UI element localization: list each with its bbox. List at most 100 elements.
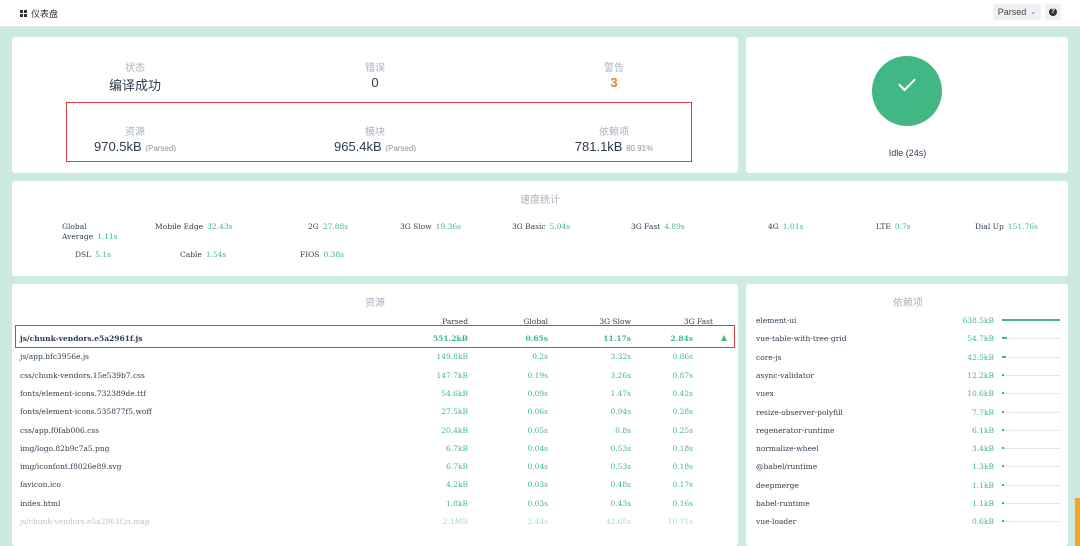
asset-row[interactable]: js/app.bfc3956e.js 149.8kB 0.2s 3.32s 0.86s	[20, 348, 720, 366]
asset-parsed: 149.8kB	[436, 352, 468, 362]
dependency-size-bar-track	[1002, 319, 1060, 321]
dependency-row[interactable]: async-validator 12.2kB	[756, 367, 1066, 385]
dependency-size-bar-track	[1002, 502, 1060, 504]
asset-parsed: 6.7kB	[446, 443, 468, 453]
speed-stat-item: Cable 1.54s	[180, 250, 226, 260]
dependency-row[interactable]: element-ui 638.5kB	[756, 312, 1066, 330]
speed-stat-value: 27.88s	[322, 222, 349, 231]
asset-name: fonts/element-icons.732389de.ttf	[20, 388, 146, 398]
dependency-size-bar	[1002, 355, 1006, 358]
status-card	[12, 37, 738, 173]
dependency-size-bar	[1002, 373, 1004, 376]
dependency-row[interactable]: vue-loader 0.6kB	[756, 513, 1066, 531]
dependency-size-bar-track	[1002, 337, 1060, 340]
chevron-down-icon: ⌄	[1030, 9, 1037, 16]
asset-slow: 0.94s	[610, 407, 631, 417]
assets-label: 资源	[125, 127, 145, 138]
scrollbar-thumb[interactable]	[1075, 498, 1080, 546]
modules-stat: 模块 965.4kB (Parsed)	[315, 123, 435, 154]
help-button[interactable]: ?	[1045, 4, 1061, 20]
speed-stat-value: 19.36s	[435, 222, 461, 231]
asset-name: img/iconfont.f8026e89.svg	[20, 462, 122, 472]
asset-name: fonts/element-icons.535877f5.woff	[20, 407, 152, 417]
asset-row[interactable]: img/logo.82b9c7a5.png 6.7kB 0.04s 0.53s 0.18…	[20, 440, 720, 458]
dependency-row[interactable]: core-js 42.5kB	[756, 349, 1066, 367]
asset-row[interactable]: js/chunk-vendors.e5a2961f.js.map 2.1MB 2.4…	[20, 513, 720, 531]
dependency-row[interactable]: regenerator-runtime 6.1kB	[756, 422, 1066, 440]
dependency-row[interactable]: babel-runtime 1.1kB	[756, 495, 1066, 513]
dependency-name: async-validator	[756, 370, 815, 380]
speed-stat-name: LTE	[876, 222, 891, 231]
asset-global: 0.2s	[532, 352, 548, 362]
dependency-row[interactable]: resize-observer-polyfill 7.7kB	[756, 404, 1066, 422]
dependency-row[interactable]: normalize-wheel 3.4kB	[756, 440, 1066, 458]
dependency-row[interactable]: vuex 10.6kB	[756, 385, 1066, 403]
dependency-name: babel-runtime	[756, 499, 810, 508]
speed-stat-item: LTE 0.7s	[876, 222, 911, 232]
asset-name: css/chunk-vendors.15e539b7.css	[20, 370, 145, 380]
asset-row[interactable]: css/app.f0fab006.css 20.4kB 0.05s 0.8s 0.25s	[20, 422, 720, 440]
warnings-value: 3	[610, 75, 618, 90]
asset-row[interactable]: index.html 1.8kB 0.03s 0.43s 0.16s	[20, 495, 720, 513]
dependency-size: 638.5kB	[962, 316, 994, 325]
dependency-name: element-ui	[756, 316, 797, 325]
asset-row[interactable]: favicon.ico 4.2kB 0.03s 0.48s 0.17s	[20, 476, 720, 494]
dependency-size-bar	[1002, 447, 1004, 450]
dependency-row[interactable]: vue-table-with-tree-grid 54.7kB	[756, 330, 1066, 348]
asset-global: 0.09s	[527, 388, 548, 398]
speed-stat-item: 3G Fast 4.89s	[631, 222, 685, 232]
speed-stat-value: 0.7s	[894, 222, 911, 231]
size-type-select[interactable]: Parsed ⌄	[993, 4, 1041, 20]
errors-label: 错误	[365, 63, 385, 74]
warning-triangle-icon	[721, 335, 727, 341]
asset-name: index.html	[20, 498, 61, 508]
dependency-size-bar	[1002, 520, 1004, 523]
asset-global: 0.65s	[525, 334, 549, 343]
col-header-global[interactable]: Global	[523, 317, 548, 326]
dependency-size-bar	[1002, 410, 1004, 413]
col-header-3g-slow[interactable]: 3G Slow	[599, 317, 631, 326]
asset-slow: 11.17s	[603, 334, 631, 343]
speed-stat-value: 151.76s	[1007, 222, 1038, 231]
deps-value: 781.1kB	[574, 139, 623, 154]
speed-stat-value: 32.43s	[207, 222, 233, 231]
col-header-3g-fast[interactable]: 3G Fast	[683, 317, 713, 326]
asset-row[interactable]: fonts/element-icons.732389de.ttf 54.6kB 0.…	[20, 385, 720, 403]
asset-fast: 0.42s	[672, 388, 693, 398]
asset-row[interactable]: js/chunk-vendors.e5a2961f.js 551.2kB 0.65s…	[20, 330, 727, 348]
col-header-parsed[interactable]: Parsed	[442, 317, 468, 326]
asset-global: 0.06s	[527, 407, 548, 417]
dependency-row[interactable]: deepmerge 1.1kB	[756, 477, 1066, 495]
asset-global: 0.04s	[527, 443, 548, 453]
dependency-row[interactable]: @babel/runtime 1.3kB	[756, 458, 1066, 476]
asset-slow: 3.32s	[610, 352, 631, 362]
asset-row[interactable]: img/iconfont.f8026e89.svg 6.7kB 0.04s 0.53s…	[20, 458, 720, 476]
speed-stat-item: Mobile Edge 32.43s	[155, 222, 232, 232]
asset-row[interactable]: fonts/element-icons.535877f5.woff 27.5kB 0…	[20, 403, 720, 421]
dependency-size-bar-track	[1002, 373, 1060, 376]
dependency-name: @babel/runtime	[756, 462, 818, 472]
dependency-name: normalize-wheel	[756, 444, 819, 454]
asset-slow: 1.47s	[610, 388, 631, 398]
dependency-size-bar	[1002, 392, 1004, 395]
dependency-name: core-js	[756, 352, 782, 362]
assets-card	[12, 284, 738, 546]
asset-parsed: 27.5kB	[441, 407, 468, 417]
dependencies-title: 依赖项	[893, 298, 923, 309]
speed-stat-name: Cable	[180, 250, 202, 259]
dependency-size: 1.3kB	[972, 462, 994, 472]
asset-parsed: 147.7kB	[436, 370, 468, 380]
asset-slow: 0.48s	[610, 480, 631, 490]
check-icon	[898, 73, 916, 92]
assets-stat: 资源 970.5kB (Parsed)	[75, 123, 195, 154]
asset-slow: 0.53s	[610, 443, 631, 453]
asset-slow: 42.65s	[605, 517, 631, 526]
dependency-size-bar-track	[1002, 520, 1060, 523]
dependency-size: 54.7kB	[967, 334, 994, 344]
dependency-size: 1.1kB	[972, 480, 994, 490]
asset-parsed: 6.7kB	[446, 462, 468, 472]
asset-fast: 0.17s	[672, 480, 693, 490]
asset-global: 0.19s	[527, 370, 548, 380]
highlight-box-vendor-row	[15, 325, 735, 348]
asset-row[interactable]: css/chunk-vendors.15e539b7.css 147.7kB 0.1…	[20, 367, 720, 385]
